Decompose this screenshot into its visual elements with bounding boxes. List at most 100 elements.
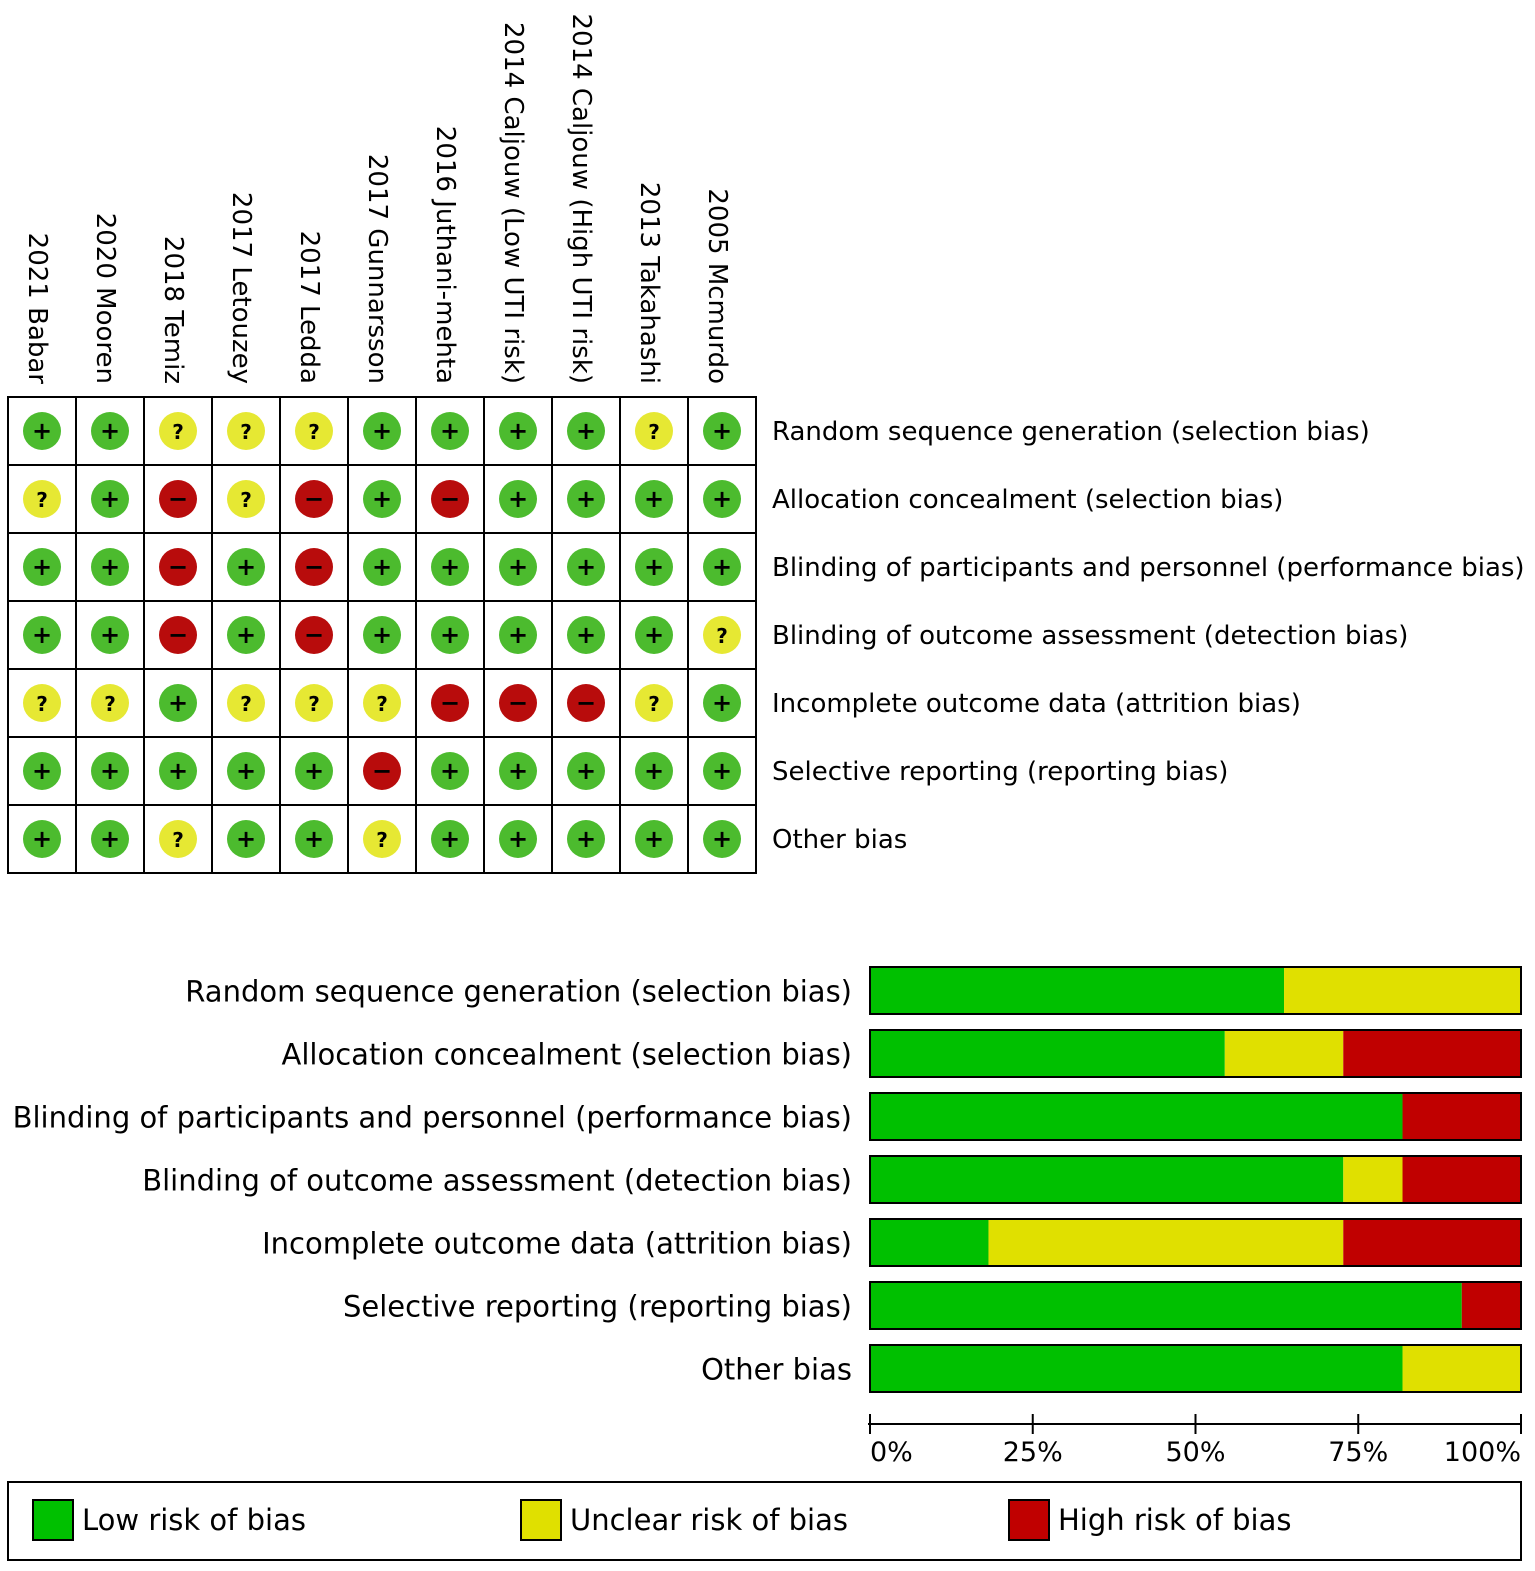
unclear-risk-symbol: ? — [648, 692, 660, 716]
high-risk-symbol: − — [168, 485, 188, 513]
low-risk-symbol: + — [32, 757, 52, 785]
summary-cell: − — [279, 464, 349, 534]
low-risk-dot — [499, 820, 537, 858]
unclear-risk-dot — [363, 820, 401, 858]
summary-cell: + — [483, 532, 553, 602]
x-tick-label: 100% — [1444, 1437, 1521, 1468]
low-risk-symbol: + — [100, 485, 120, 513]
graph-bars — [869, 966, 1522, 1393]
summary-cell: − — [143, 532, 213, 602]
summary-cell: − — [143, 464, 213, 534]
unclear-risk-dot — [159, 820, 197, 858]
cell-frame — [347, 532, 417, 602]
summary-cell: + — [347, 464, 417, 534]
summary-cell: − — [143, 600, 213, 670]
summary-domain-label: Other bias — [772, 825, 907, 855]
low-risk-dot — [91, 412, 129, 450]
summary-cell: + — [483, 464, 553, 534]
graph-domain-label: Blinding of participants and personnel (… — [13, 1101, 852, 1135]
bar-outline — [869, 1092, 1522, 1141]
study-labels: 2021 Babar 2020 Mooren 2018 Temiz 2017 Leto… — [22, 13, 732, 384]
low-risk-symbol: + — [508, 621, 528, 649]
low-risk-symbol: + — [100, 757, 120, 785]
summary-cell: + — [7, 532, 77, 602]
legend-frame — [7, 1481, 1522, 1561]
summary-cell: − — [279, 600, 349, 670]
study-label-2014-caljouw-high-uti-risk: 2014 Caljouw (High UTI risk) — [566, 13, 596, 384]
unclear-risk-symbol: ? — [172, 420, 184, 444]
summary-cell: + — [75, 464, 145, 534]
summary-cell: − — [415, 668, 485, 738]
graph-domain-label: Blinding of outcome assessment (detectio… — [142, 1164, 852, 1198]
low-risk-symbol: + — [32, 825, 52, 853]
study-label-2014-caljouw-low-uti-risk: 2014 Caljouw (Low UTI risk) — [498, 22, 528, 384]
summary-cell: − — [551, 668, 621, 738]
low-risk-symbol: + — [712, 825, 732, 853]
summary-cell: ? — [279, 668, 349, 738]
low-risk-dot — [363, 616, 401, 654]
low-risk-dot — [567, 412, 605, 450]
low-risk-dot — [703, 684, 741, 722]
bar-outline — [869, 1218, 1522, 1267]
low-risk-dot — [567, 752, 605, 790]
summary-cell: + — [415, 532, 485, 602]
high-risk-symbol: − — [304, 621, 324, 649]
unclear-risk-symbol: ? — [308, 692, 320, 716]
unclear-risk-dot — [635, 684, 673, 722]
low-risk-symbol: + — [236, 757, 256, 785]
high-risk-dot — [159, 480, 197, 518]
unclear-risk-dot — [227, 684, 265, 722]
summary-cell: + — [619, 464, 689, 534]
summary-cell: + — [551, 736, 621, 806]
low-risk-symbol: + — [372, 417, 392, 445]
low-risk-symbol: + — [372, 621, 392, 649]
low-risk-symbol: + — [32, 553, 52, 581]
bar-segment-low — [870, 1282, 1462, 1329]
low-risk-dot — [431, 548, 469, 586]
low-risk-dot — [23, 616, 61, 654]
x-axis: 0% 25% 50% 75% 100% — [868, 1414, 1522, 1468]
unclear-risk-dot — [227, 480, 265, 518]
low-risk-symbol: + — [32, 417, 52, 445]
summary-cell: + — [551, 532, 621, 602]
study-label-2017-ledda: 2017 Ledda — [294, 231, 324, 384]
high-risk-dot — [363, 752, 401, 790]
low-risk-dot — [703, 752, 741, 790]
low-risk-symbol: + — [712, 757, 732, 785]
bar-segment-high — [1402, 1093, 1521, 1140]
study-label-2021-babar: 2021 Babar — [22, 233, 52, 385]
low-risk-symbol: + — [100, 825, 120, 853]
low-risk-dot — [567, 548, 605, 586]
high-risk-symbol: − — [304, 553, 324, 581]
low-risk-dot — [499, 548, 537, 586]
low-risk-symbol: + — [576, 825, 596, 853]
low-risk-symbol: + — [100, 417, 120, 445]
low-risk-symbol: + — [304, 825, 324, 853]
graph-domain-label: Other bias — [701, 1353, 852, 1387]
summary-cell: + — [551, 396, 621, 466]
summary-cell: + — [551, 804, 621, 874]
low-risk-symbol: + — [100, 553, 120, 581]
low-risk-dot — [91, 480, 129, 518]
low-risk-symbol: + — [644, 621, 664, 649]
unclear-risk-dot — [91, 684, 129, 722]
low-risk-dot — [91, 548, 129, 586]
risk-of-bias-graph: Random sequence generation (selection bi… — [13, 966, 1522, 1468]
summary-cell: ? — [347, 668, 417, 738]
summary-cell: ? — [7, 464, 77, 534]
high-risk-dot — [499, 684, 537, 722]
bar-segment-low — [870, 1030, 1225, 1077]
summary-cell: ? — [211, 668, 281, 738]
study-label-2017-letouzey: 2017 Letouzey — [226, 192, 256, 384]
low-risk-dot — [499, 752, 537, 790]
low-risk-symbol: + — [508, 485, 528, 513]
low-risk-symbol: + — [508, 757, 528, 785]
low-risk-dot — [295, 820, 333, 858]
legend-label-unclear: Unclear risk of bias — [570, 1503, 848, 1537]
low-risk-symbol: + — [712, 553, 732, 581]
summary-cell: + — [75, 736, 145, 806]
bar-outline — [869, 966, 1522, 1015]
summary-cell: + — [7, 736, 77, 806]
summary-cell: + — [279, 804, 349, 874]
summary-domain-label: Selective reporting (reporting bias) — [772, 757, 1228, 787]
